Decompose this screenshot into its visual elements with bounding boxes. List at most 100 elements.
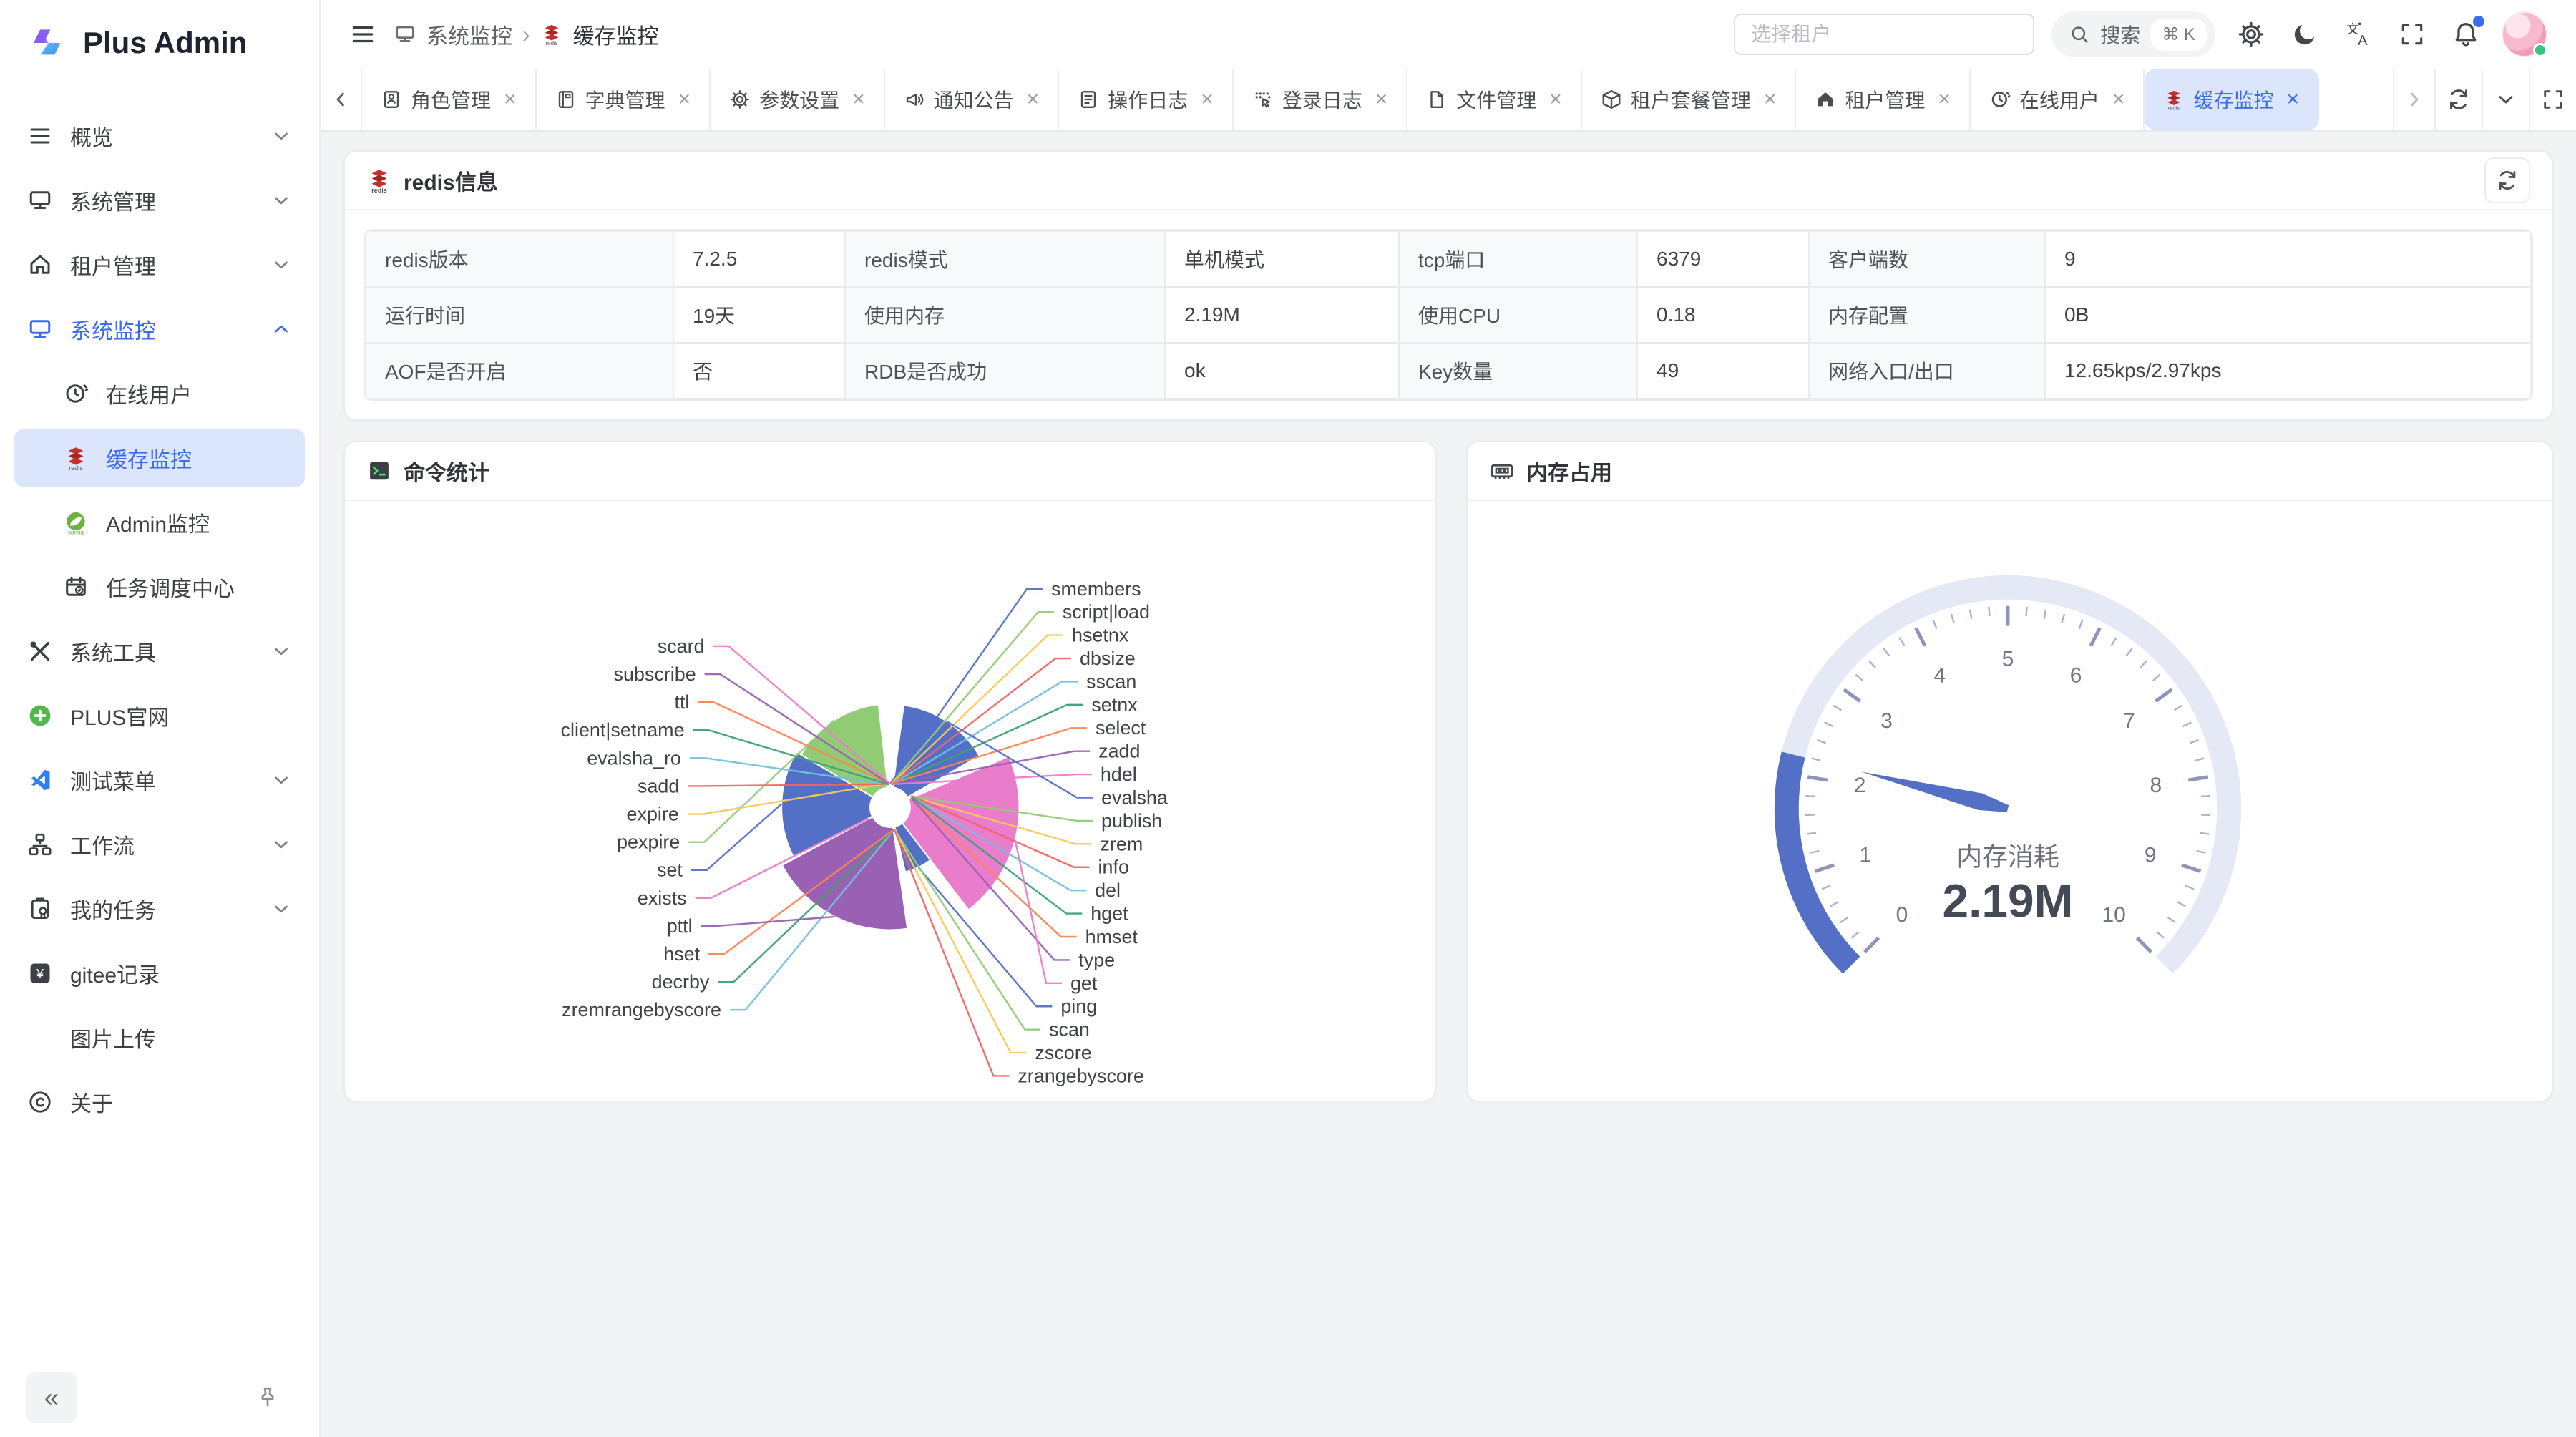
redis-info-refresh-button[interactable]: [2484, 157, 2530, 203]
tab-11[interactable]: 缓存监控 ×: [2145, 69, 2320, 130]
tab-4[interactable]: 通知公告 ×: [885, 69, 1060, 130]
notification-badge: [2473, 16, 2484, 27]
app-logo[interactable]: Plus Admin: [0, 0, 319, 86]
notifications-button[interactable]: [2447, 16, 2484, 53]
sidebar-pin-button[interactable]: [242, 1372, 293, 1423]
info-value: 6379: [1636, 230, 1810, 288]
sidebar-item-11[interactable]: 图片上传: [14, 1009, 305, 1066]
command-stats-title: 命令统计: [404, 462, 489, 485]
theme-toggle-button[interactable]: [2287, 16, 2323, 52]
sidebar-item-label: 工作流: [70, 835, 135, 859]
tab-1[interactable]: 角色管理 ×: [362, 69, 537, 130]
ram-icon: [1489, 458, 1515, 484]
chevron-down-icon: [270, 125, 292, 147]
rose-label-decrby: decrby: [652, 971, 710, 993]
info-value: 单机模式: [1164, 230, 1400, 288]
fullscreen-button[interactable]: [2394, 16, 2430, 52]
rose-label-sadd: sadd: [638, 775, 679, 797]
info-label: redis模式: [844, 230, 1166, 288]
tab-close-icon[interactable]: ×: [852, 87, 865, 111]
tab-close-icon[interactable]: ×: [504, 87, 517, 111]
tabs-scroll-left-button[interactable]: [321, 69, 362, 130]
sidebar-item-3[interactable]: 租户管理: [14, 236, 305, 293]
rose-slice-pttl[interactable]: [781, 806, 909, 931]
tab-close-icon[interactable]: ×: [1549, 87, 1562, 111]
tab-7[interactable]: 文件管理 ×: [1407, 69, 1582, 130]
user-avatar[interactable]: [2502, 11, 2547, 57]
tenant-select-input[interactable]: [1734, 14, 2035, 55]
settings-button[interactable]: [2233, 16, 2270, 53]
sidebar-subitem-3[interactable]: Admin监控: [14, 494, 305, 551]
info-value: 2.19M: [1164, 286, 1400, 344]
sidebar-item-6[interactable]: PLUS官网: [14, 687, 305, 744]
tab-close-icon[interactable]: ×: [1938, 87, 1951, 111]
tab-8[interactable]: 租户套餐管理 ×: [1582, 69, 1797, 130]
tab-close-icon[interactable]: ×: [1201, 87, 1214, 111]
global-search-button[interactable]: 搜索 ⌘ K: [2051, 11, 2215, 57]
gauge-label: 内存消耗: [1956, 843, 2059, 872]
redis-info-table: redis版本 7.2.5 redis模式 单机模式 tcp端口 6379 客户端数 9 运行时…: [365, 230, 2532, 399]
tab-3[interactable]: 参数设置 ×: [711, 69, 885, 130]
search-icon: [2069, 24, 2090, 45]
rose-label-ttl: ttl: [674, 691, 689, 713]
tab-close-icon[interactable]: ×: [1026, 87, 1040, 111]
language-button[interactable]: [2340, 16, 2377, 53]
memory-gauge-chart[interactable]: 0 1 2 3 4 5 6 7 8 9 10 内存消耗 2.19M: [1468, 501, 2552, 1101]
tab-close-icon[interactable]: ×: [1375, 87, 1388, 111]
command-stats-chart[interactable]: smembers script|load hsetnx dbsize sscan setn…: [345, 501, 1435, 1101]
rose-label-get: get: [1070, 973, 1098, 994]
oplog-icon: [1078, 89, 1099, 110]
book-icon: [555, 89, 577, 110]
sidebar-item-7[interactable]: 测试菜单: [14, 751, 305, 809]
tab-close-icon[interactable]: ×: [2286, 87, 2300, 111]
sidebar-subitem-label: 在线用户: [106, 384, 192, 408]
tab-5[interactable]: 操作日志 ×: [1059, 69, 1234, 130]
tabs-menu-button[interactable]: [2482, 69, 2529, 130]
sidebar-subitem-4[interactable]: 任务调度中心: [14, 558, 305, 615]
sidebar-item-label: gitee记录: [70, 964, 160, 988]
tab-close-icon[interactable]: ×: [2112, 87, 2125, 111]
tab-label: 操作日志: [1108, 89, 1189, 112]
rose-label-dbsize: dbsize: [1080, 648, 1136, 669]
rose-label-subscribe: subscribe: [614, 663, 696, 685]
fullscreen-icon: [2399, 21, 2426, 48]
sidebar-collapse-button[interactable]: «: [26, 1372, 77, 1423]
sidebar-item-12[interactable]: 关于: [14, 1073, 305, 1131]
calendar-icon: [63, 574, 89, 600]
tab-bar: 角色管理 × 字典管理 × 参数设置 × 通知公告 × 操作日志 × 登录日志 × 文件管理 × 租户套餐管…: [321, 69, 2576, 132]
tab-9[interactable]: 租户管理 ×: [1796, 69, 1971, 130]
tabs-scroll-right-button[interactable]: [2393, 69, 2434, 130]
sidebar-item-label: PLUS官网: [70, 706, 170, 730]
sidebar-item-label: 系统管理: [70, 191, 156, 215]
redis-info-title: redis信息: [404, 171, 498, 195]
tab-2[interactable]: 字典管理 ×: [537, 69, 711, 130]
sidebar-item-5[interactable]: 系统工具: [14, 623, 305, 680]
sidebar-item-8[interactable]: 工作流: [14, 816, 305, 873]
sidebar-item-4[interactable]: 系统监控: [14, 301, 305, 358]
breadcrumb-parent[interactable]: 系统监控: [426, 25, 512, 49]
info-value: 7.2.5: [673, 230, 846, 288]
sidebar-subitem-1[interactable]: 在线用户: [14, 365, 305, 422]
chevron-down-icon: [270, 640, 292, 662]
sidebar-item-label: 租户管理: [70, 255, 156, 279]
sidebar-subitem-2[interactable]: 缓存监控: [14, 429, 305, 487]
content-fullscreen-button[interactable]: [2529, 69, 2576, 130]
tab-6[interactable]: 登录日志 ×: [1234, 69, 1408, 130]
online-status-dot: [2533, 43, 2547, 57]
home-fill-icon: [1815, 89, 1836, 110]
sidebar-item-9[interactable]: 我的任务: [14, 880, 305, 937]
tab-close-icon[interactable]: ×: [678, 87, 691, 111]
tabs-refresh-button[interactable]: [2434, 69, 2482, 130]
tab-10[interactable]: 在线用户 ×: [1971, 69, 2145, 130]
rose-label-type: type: [1078, 949, 1115, 970]
sidebar-toggle-button[interactable]: [349, 21, 376, 48]
sidebar-item-2[interactable]: 系统管理: [14, 172, 305, 229]
chevron-right-icon: [2403, 88, 2426, 111]
gauge-tick-label-8: 8: [2150, 774, 2162, 797]
info-value: ok: [1164, 342, 1400, 399]
sidebar-subitem-label: Admin监控: [106, 513, 210, 537]
sidebar-item-10[interactable]: gitee记录: [14, 945, 305, 1002]
sidebar-item-1[interactable]: 概览: [14, 107, 305, 165]
tab-close-icon[interactable]: ×: [1763, 87, 1777, 111]
sidebar: Plus Admin 概览系统管理租户管理系统监控在线用户缓存监控 Admin监控…: [0, 0, 321, 1437]
